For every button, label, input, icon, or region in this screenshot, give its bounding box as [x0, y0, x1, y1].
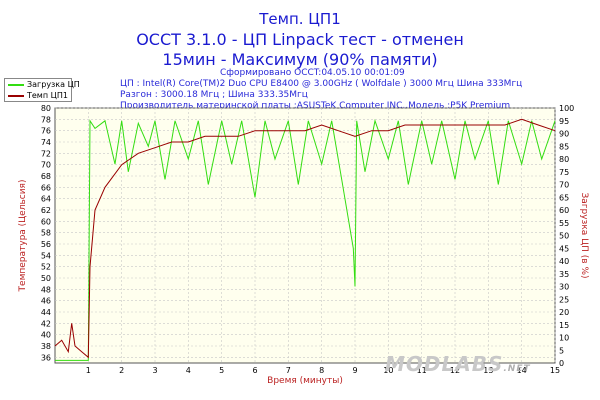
- y-tick-label-left: 50: [41, 274, 51, 283]
- y-tick-label-left: 78: [41, 115, 51, 124]
- y-tick-label-right: 45: [559, 244, 569, 253]
- logo-suffix: .NET: [503, 364, 531, 374]
- y-tick-label-right: 90: [559, 130, 569, 139]
- y-tick-label-left: 36: [41, 353, 51, 362]
- x-tick-label: 8: [319, 366, 324, 375]
- legend: Загрузка ЦП Темп ЦП1: [4, 78, 80, 102]
- legend-swatch-temp: [8, 95, 24, 97]
- y-tick-label-left: 66: [41, 183, 51, 192]
- x-tick-label: 3: [152, 366, 157, 375]
- y-tick-label-left: 56: [41, 240, 51, 249]
- meta-cpu: ЦП : Intel(R) Core(TM)2 Duo CPU E8400 @ …: [120, 79, 523, 89]
- y-tick-label-left: 52: [41, 263, 51, 272]
- y-tick-label-left: 68: [41, 172, 51, 181]
- y-tick-label-right: 20: [559, 308, 569, 317]
- x-tick-label: 2: [119, 366, 124, 375]
- y-tick-label-left: 54: [41, 251, 51, 260]
- x-tick-label: 13: [483, 366, 493, 375]
- y-tick-label-left: 70: [41, 161, 51, 170]
- x-tick-label: 7: [286, 366, 291, 375]
- y-tick-label-right: 50: [559, 232, 569, 241]
- watermark-logo: MODLABS.NET: [385, 352, 531, 376]
- x-tick-label: 1: [86, 366, 91, 375]
- chart-title: Темп. ЦП1: [259, 10, 341, 28]
- y-tick-label-right: 60: [559, 206, 569, 215]
- y-tick-label-left: 74: [41, 138, 51, 147]
- x-tick-label: 9: [352, 366, 357, 375]
- y-tick-label-right: 25: [559, 295, 569, 304]
- y-tick-label-left: 46: [41, 297, 51, 306]
- y-tick-label-right: 80: [559, 155, 569, 164]
- y-tick-label-right: 10: [559, 334, 569, 343]
- y-tick-label-left: 44: [41, 308, 51, 317]
- y-tick-label-right: 35: [559, 270, 569, 279]
- x-tick-label: 4: [186, 366, 191, 375]
- y-tick-label-right: 65: [559, 193, 569, 202]
- y-axis-title-right: Загрузка ЦП (в %): [579, 192, 589, 278]
- y-tick-label-right: 30: [559, 283, 569, 292]
- y-tick-label-right: 55: [559, 219, 569, 228]
- x-tick-label: 15: [550, 366, 560, 375]
- y-tick-label-left: 40: [41, 331, 51, 340]
- y-tick-label-left: 42: [41, 319, 51, 328]
- plot-background: [54, 107, 556, 364]
- legend-item-load: Загрузка ЦП: [5, 79, 80, 90]
- meta-overclock: Разгон : 3000.18 Мгц ; Шина 333.35Мгц: [120, 90, 308, 100]
- y-tick-label-left: 64: [41, 195, 51, 204]
- y-tick-label-left: 76: [41, 127, 51, 136]
- x-tick-label: 6: [252, 366, 257, 375]
- y-tick-label-right: 40: [559, 257, 569, 266]
- y-tick-label-left: 72: [41, 149, 51, 158]
- legend-label-temp: Темп ЦП1: [27, 91, 68, 100]
- legend-item-temp: Темп ЦП1: [5, 90, 71, 101]
- y-tick-label-left: 38: [41, 342, 51, 351]
- x-tick-label: 12: [450, 366, 460, 375]
- y-tick-label-left: 48: [41, 285, 51, 294]
- y-tick-label-right: 85: [559, 142, 569, 151]
- y-tick-label-right: 15: [559, 321, 569, 330]
- x-axis-title: Время (минуты): [267, 376, 343, 386]
- meta-generated: Сформировано OCCT:04.05.10 00:01:09: [220, 68, 405, 78]
- y-tick-label-right: 5: [559, 346, 564, 355]
- legend-swatch-load: [8, 84, 24, 86]
- meta-motherboard: Производитель материнской платы :ASUSTeK…: [120, 101, 511, 111]
- y-tick-label-left: 58: [41, 229, 51, 238]
- x-tick-label: 11: [417, 366, 427, 375]
- legend-label-load: Загрузка ЦП: [27, 80, 80, 89]
- y-tick-label-right: 75: [559, 168, 569, 177]
- y-tick-label-left: 60: [41, 217, 51, 226]
- series-line-temp: [54, 118, 556, 359]
- y-tick-label-left: 80: [41, 104, 51, 113]
- series-line-load: [55, 118, 556, 361]
- y-axis-title-left: Температура (Цельсия): [18, 180, 28, 293]
- x-tick-label: 14: [517, 366, 527, 375]
- logo-text: MODLABS: [385, 352, 504, 376]
- y-tick-label-left: 62: [41, 206, 51, 215]
- chart-subtitle-test: OCCT 3.1.0 - ЦП Linpack тест - отменен: [136, 30, 464, 49]
- chart-subtitle-mode: 15мин - Максимум (90% памяти): [162, 50, 438, 69]
- y-tick-label-right: 100: [559, 104, 574, 113]
- y-tick-label-right: 0: [559, 359, 564, 368]
- x-tick-label: 5: [219, 366, 224, 375]
- y-tick-label-right: 70: [559, 181, 569, 190]
- y-tick-label-right: 95: [559, 117, 569, 126]
- x-tick-label: 10: [383, 366, 393, 375]
